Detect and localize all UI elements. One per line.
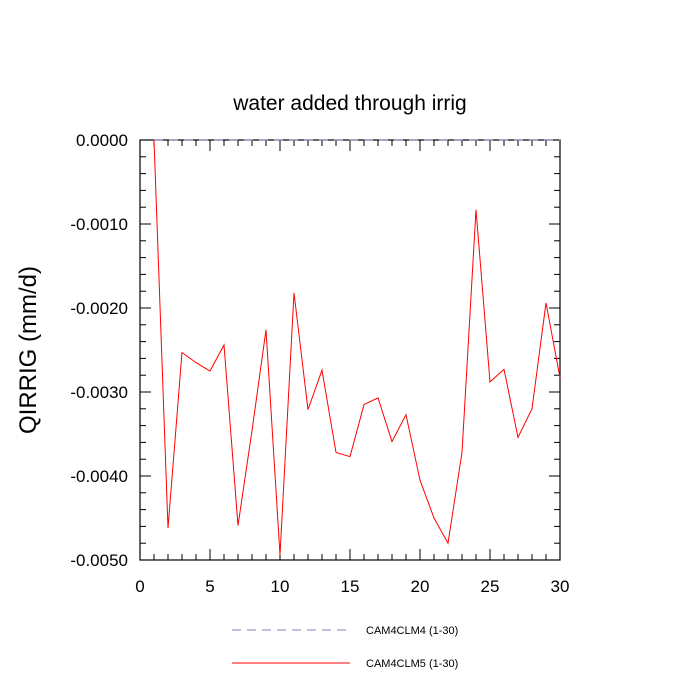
y-tick-label: -0.0020 <box>70 299 128 318</box>
x-tick-label: 25 <box>481 577 500 596</box>
series-layer <box>153 139 561 555</box>
x-tick-label: 15 <box>341 577 360 596</box>
y-tick-label: -0.0040 <box>70 467 128 486</box>
y-tick-label: -0.0050 <box>70 551 128 570</box>
y-axis-label: QIRRIG (mm/d) <box>15 266 42 434</box>
y-tick-label: -0.0010 <box>70 215 128 234</box>
chart-title: water added through irrig <box>232 92 466 115</box>
axis-ticks: 0 5 10 15 20 25 30 0.0000 -0.0010 -0.0020 -0.0030 -… <box>70 131 569 596</box>
x-tick-label: 5 <box>205 577 214 596</box>
legend: CAM4CLM4 (1-30) CAM4CLM5 (1-30) <box>232 625 458 670</box>
y-tick-label: -0.0030 <box>70 383 128 402</box>
y-tick-label: 0.0000 <box>76 131 128 150</box>
legend-label-1: CAM4CLM4 (1-30) <box>366 625 458 637</box>
legend-label-2: CAM4CLM5 (1-30) <box>366 658 458 670</box>
x-tick-label: 20 <box>411 577 430 596</box>
x-tick-label: 0 <box>135 577 144 596</box>
series-line-2 <box>153 139 561 555</box>
x-tick-label: 30 <box>551 577 570 596</box>
plot-frame <box>139 139 561 561</box>
plot-border <box>139 139 561 561</box>
x-tick-label: 10 <box>271 577 290 596</box>
